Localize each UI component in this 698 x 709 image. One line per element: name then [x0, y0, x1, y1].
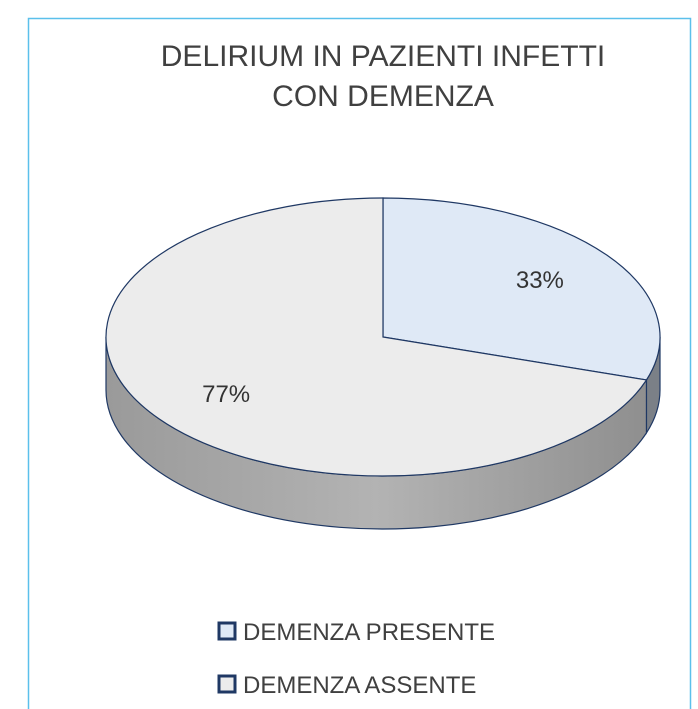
legend-marker [217, 621, 237, 641]
data-label: 77% [202, 381, 250, 408]
legend-label: DEMENZA ASSENTE [243, 672, 476, 699]
chart-border [27, 17, 692, 709]
data-label: 33% [516, 267, 564, 294]
legend-marker [217, 674, 237, 694]
pie-slice [105, 197, 648, 477]
chart-title: CON DEMENZA [272, 80, 494, 113]
legend: DEMENZA PRESENTE DEMENZA ASSENTE [217, 619, 495, 699]
pie-slice [382, 197, 661, 381]
chart-title: DELIRIUM IN PAZIENTI INFETTI [161, 40, 605, 73]
pie: 33% 77% [105, 197, 661, 530]
legend-label: DEMENZA PRESENTE [243, 619, 495, 646]
